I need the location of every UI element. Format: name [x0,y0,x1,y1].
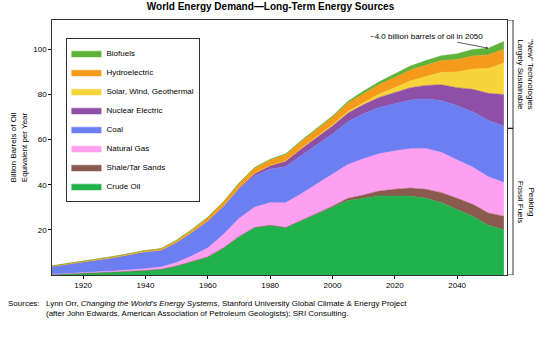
svg-text:2000: 2000 [324,281,342,290]
svg-text:1980: 1980 [261,281,279,290]
svg-text:PeakingFossil Fuels: PeakingFossil Fuels [516,181,535,224]
svg-text:Crude Oil: Crude Oil [106,182,140,191]
svg-text:Coal: Coal [106,125,123,134]
svg-text:Hydroelectric: Hydroelectric [106,68,153,77]
svg-text:World Energy Demand—Long-Term: World Energy Demand—Long-Term Energy Sou… [147,1,395,12]
svg-text:Nuclear Electric: Nuclear Electric [106,106,162,115]
svg-text:1960: 1960 [199,281,217,290]
svg-text:Sources:: Sources: [8,299,40,308]
svg-text:Shale/Tar Sands: Shale/Tar Sands [106,163,165,172]
svg-text:2020: 2020 [386,281,404,290]
svg-text:Biofuels: Biofuels [106,49,134,58]
svg-text:80: 80 [38,90,47,99]
svg-text:Billion Barrels of OilEquivale: Billion Barrels of OilEquivalent per Yea… [9,112,28,182]
svg-text:Solar, Wind, Geothermal: Solar, Wind, Geothermal [106,87,193,96]
svg-text:Natural Gas: Natural Gas [106,144,149,153]
svg-text:~4.0 billion barrels of oil in: ~4.0 billion barrels of oil in 2050 [370,32,483,41]
svg-text:"New" TechnologiesLargely Sust: "New" TechnologiesLargely Sustainable [516,39,535,110]
svg-text:60: 60 [38,135,47,144]
svg-text:1920: 1920 [74,281,92,290]
svg-text:1940: 1940 [137,281,155,290]
svg-text:20: 20 [38,226,47,235]
svg-text:Lynn Orr, Changing the World's: Lynn Orr, Changing the World's Energy Sy… [46,299,407,318]
svg-text:100: 100 [33,45,47,54]
svg-text:2040: 2040 [448,281,466,290]
svg-text:40: 40 [38,181,47,190]
